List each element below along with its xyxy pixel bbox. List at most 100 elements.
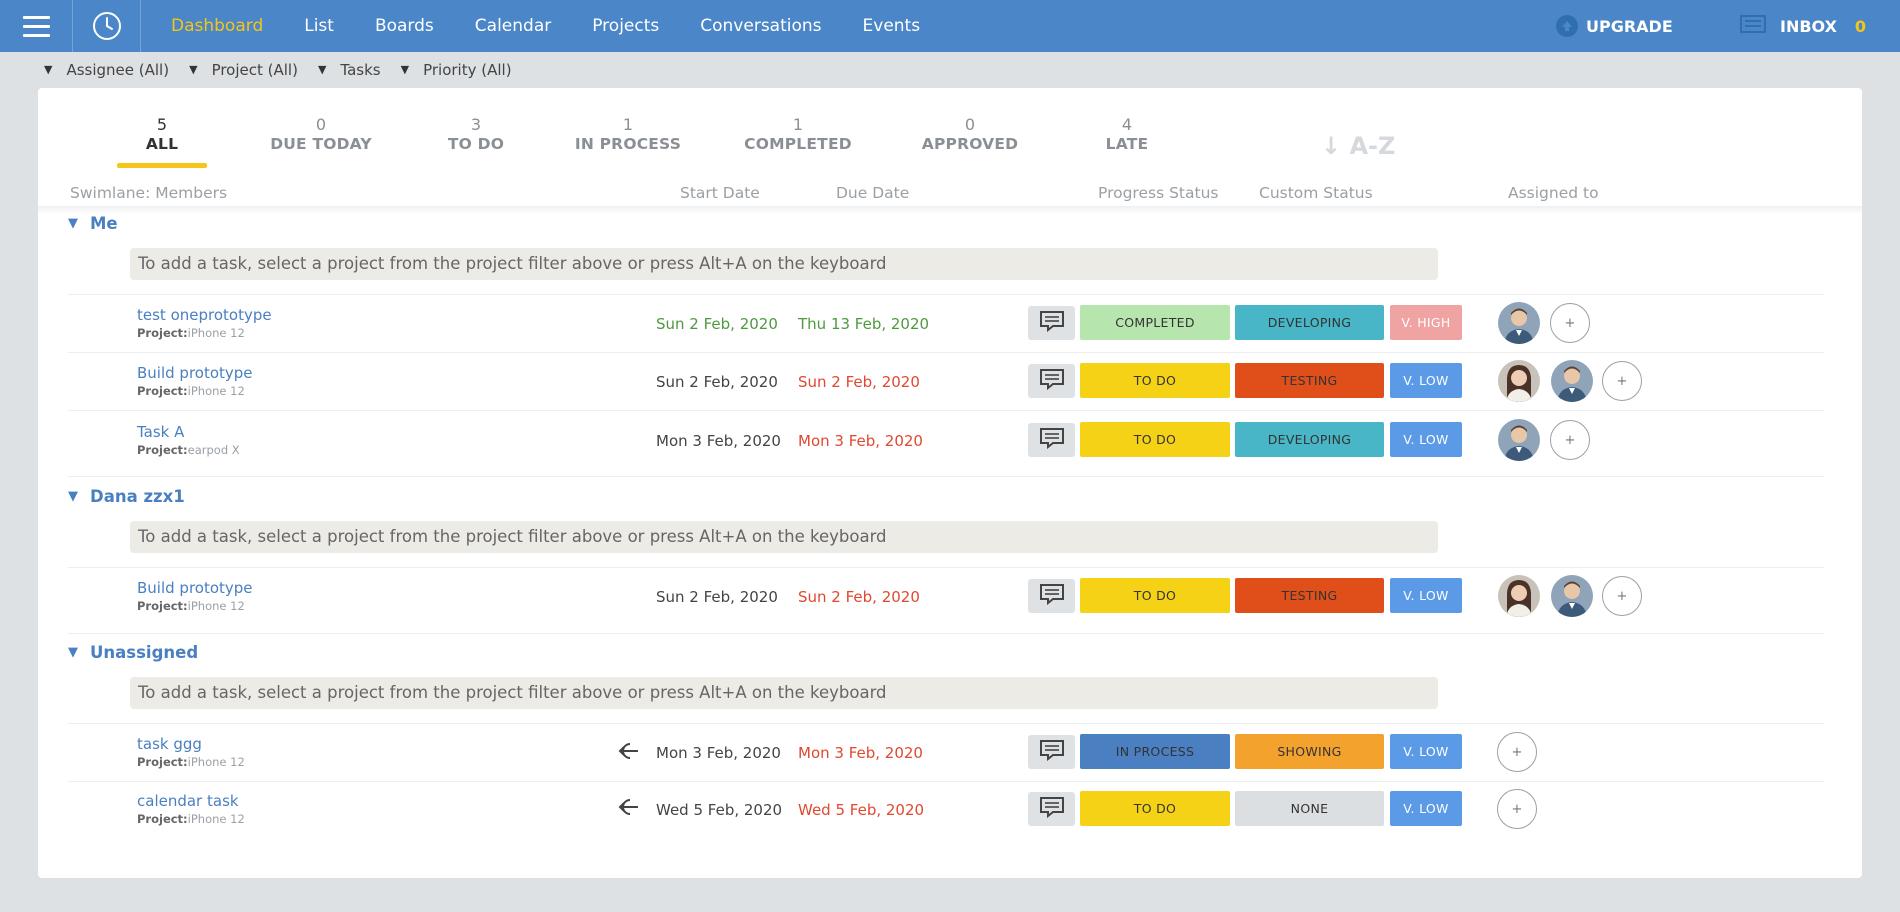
custom-status-badge[interactable]: NONE — [1235, 791, 1384, 826]
due-date[interactable]: Sun 2 Feb, 2020 — [798, 588, 920, 606]
due-date[interactable]: Wed 5 Feb, 2020 — [798, 801, 925, 819]
task-name-link[interactable]: Task A — [137, 423, 185, 441]
upgrade-button[interactable]: UPGRADE — [1556, 15, 1673, 37]
tab-to-do[interactable]: 3 TO DO — [426, 116, 526, 154]
progress-status-header[interactable]: Progress Status — [1098, 184, 1219, 202]
project-filter[interactable]: ▼ Project (All) — [189, 61, 298, 79]
plus-icon: + — [1511, 801, 1523, 817]
caret-down-icon: ▼ — [317, 63, 327, 76]
progress-status-badge[interactable]: COMPLETED — [1080, 305, 1230, 340]
hamburger-menu-icon[interactable] — [0, 0, 73, 52]
nav-conversations[interactable]: Conversations — [700, 16, 822, 36]
custom-status-badge[interactable]: SHOWING — [1235, 734, 1384, 769]
priority-badge[interactable]: V. LOW — [1390, 791, 1462, 826]
tab-completed[interactable]: 1 COMPLETED — [738, 116, 858, 154]
due-date-header[interactable]: Due Date — [836, 184, 910, 202]
comment-button[interactable] — [1028, 364, 1075, 398]
comment-button[interactable] — [1028, 735, 1075, 769]
tab-in-process[interactable]: 1 IN PROCESS — [563, 116, 693, 154]
clock-icon[interactable] — [73, 0, 141, 52]
comment-button[interactable] — [1028, 306, 1075, 340]
start-date-header[interactable]: Start Date — [680, 184, 760, 202]
start-date[interactable]: Sun 2 Feb, 2020 — [656, 315, 778, 333]
dependency-icon[interactable] — [616, 798, 640, 816]
start-date[interactable]: Sun 2 Feb, 2020 — [656, 373, 778, 391]
task-name-link[interactable]: test oneprototype — [137, 306, 272, 324]
row-divider — [68, 781, 1824, 782]
avatar[interactable] — [1498, 360, 1540, 402]
add-assignee-button[interactable]: + — [1602, 576, 1642, 616]
row-divider — [68, 294, 1824, 295]
progress-status-badge[interactable]: TO DO — [1080, 422, 1230, 457]
start-date[interactable]: Sun 2 Feb, 2020 — [656, 588, 778, 606]
tab-label: LATE — [1105, 135, 1149, 153]
nav-boards[interactable]: Boards — [374, 16, 434, 36]
priority-badge[interactable]: V. LOW — [1390, 578, 1462, 613]
assignee-filter[interactable]: ▼ Assignee (All) — [44, 61, 169, 79]
priority-badge[interactable]: V. HIGH — [1390, 305, 1462, 340]
tab-due-today[interactable]: 0 DUE TODAY — [256, 116, 386, 154]
sort-az-button[interactable]: ↓ A-Z — [1321, 132, 1395, 160]
comment-button[interactable] — [1028, 423, 1075, 457]
group-dana-toggle[interactable]: ▼ Dana zzx1 — [68, 487, 185, 506]
tasks-filter[interactable]: ▼ Tasks — [318, 61, 381, 79]
add-assignee-button[interactable]: + — [1497, 789, 1537, 829]
project-prefix: Project: — [137, 599, 188, 613]
start-date[interactable]: Wed 5 Feb, 2020 — [656, 801, 783, 819]
priority-filter[interactable]: ▼ Priority (All) — [401, 61, 512, 79]
custom-status-header[interactable]: Custom Status — [1259, 184, 1373, 202]
task-name-link[interactable]: Build prototype — [137, 579, 253, 597]
project-filter-label: Project (All) — [211, 60, 298, 79]
group-unassigned-toggle[interactable]: ▼ Unassigned — [68, 643, 198, 662]
due-date[interactable]: Mon 3 Feb, 2020 — [798, 744, 923, 762]
nav-dashboard[interactable]: Dashboard — [171, 16, 264, 36]
comment-icon — [1039, 583, 1065, 609]
priority-badge[interactable]: V. LOW — [1390, 422, 1462, 457]
custom-status-badge[interactable]: TESTING — [1235, 578, 1384, 613]
due-date[interactable]: Mon 3 Feb, 2020 — [798, 432, 923, 450]
task-name-link[interactable]: task ggg — [137, 735, 202, 753]
nav-projects[interactable]: Projects — [592, 16, 660, 36]
task-name-link[interactable]: calendar task — [137, 792, 239, 810]
progress-status-badge[interactable]: TO DO — [1080, 578, 1230, 613]
progress-status-badge[interactable]: TO DO — [1080, 791, 1230, 826]
dependency-icon[interactable] — [616, 742, 640, 760]
tab-late[interactable]: 4 LATE — [1087, 116, 1167, 154]
tab-all[interactable]: 5 ALL — [117, 116, 207, 154]
inbox-label: INBOX — [1780, 16, 1837, 36]
add-assignee-button[interactable]: + — [1602, 361, 1642, 401]
group-me-toggle[interactable]: ▼ Me — [68, 214, 118, 233]
avatar[interactable] — [1498, 302, 1540, 344]
due-date[interactable]: Sun 2 Feb, 2020 — [798, 373, 920, 391]
avatar[interactable] — [1498, 575, 1540, 617]
comment-button[interactable] — [1028, 792, 1075, 826]
start-date[interactable]: Mon 3 Feb, 2020 — [656, 432, 781, 450]
add-assignee-button[interactable]: + — [1497, 732, 1537, 772]
inbox-count: 0 — [1854, 16, 1867, 36]
nav-list[interactable]: List — [304, 16, 334, 36]
avatar[interactable] — [1551, 360, 1593, 402]
project-name: iPhone 12 — [187, 599, 245, 613]
due-date[interactable]: Thu 13 Feb, 2020 — [798, 315, 930, 333]
add-assignee-button[interactable]: + — [1550, 303, 1590, 343]
progress-status-badge[interactable]: IN PROCESS — [1080, 734, 1230, 769]
tab-approved[interactable]: 0 APPROVED — [910, 116, 1030, 154]
custom-status-badge[interactable]: DEVELOPING — [1235, 305, 1384, 340]
add-assignee-button[interactable]: + — [1550, 420, 1590, 460]
comment-icon — [1039, 739, 1065, 765]
inbox-button[interactable]: INBOX 0 — [1740, 15, 1866, 37]
priority-badge[interactable]: V. LOW — [1390, 363, 1462, 398]
task-name-link[interactable]: Build prototype — [137, 364, 253, 382]
progress-status-badge[interactable]: TO DO — [1080, 363, 1230, 398]
comment-button[interactable] — [1028, 579, 1075, 613]
task-project: Project:iPhone 12 — [137, 755, 245, 769]
avatar[interactable] — [1551, 575, 1593, 617]
avatar[interactable] — [1498, 419, 1540, 461]
nav-events[interactable]: Events — [862, 16, 921, 36]
custom-status-badge[interactable]: DEVELOPING — [1235, 422, 1384, 457]
priority-badge[interactable]: V. LOW — [1390, 734, 1462, 769]
plus-icon: + — [1616, 373, 1628, 389]
nav-calendar[interactable]: Calendar — [474, 16, 552, 36]
custom-status-badge[interactable]: TESTING — [1235, 363, 1384, 398]
start-date[interactable]: Mon 3 Feb, 2020 — [656, 744, 781, 762]
